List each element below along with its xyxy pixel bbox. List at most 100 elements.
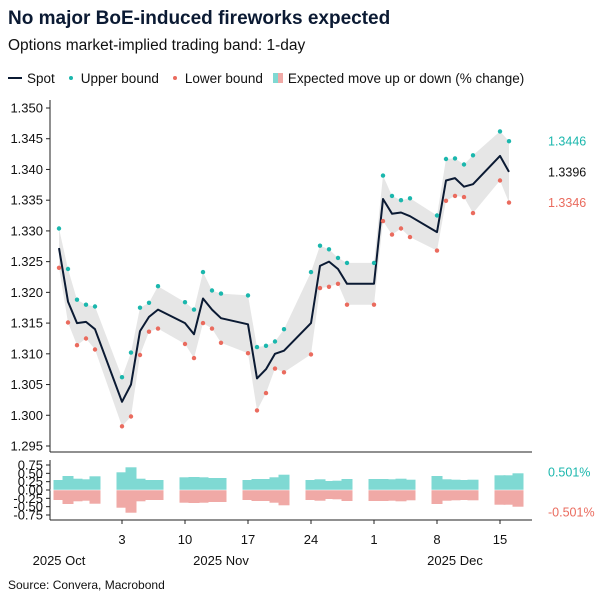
legend-item-upper: Upper bound [65, 71, 159, 86]
lower-bound-point [308, 352, 314, 357]
upper-bound-point [407, 196, 413, 201]
upper-bound-point [470, 153, 476, 158]
upper-bound-point [452, 156, 458, 161]
upper-bound-point [83, 302, 89, 307]
chart-source: Source: Convera, Macrobond [8, 578, 165, 592]
expected-move-down-bar [449, 490, 461, 501]
expected-move-down-bar [467, 490, 479, 501]
main-y-tick-label: 1.340 [10, 162, 43, 177]
legend-expected-up-box-icon [272, 73, 278, 83]
spot-series-line [58, 154, 510, 403]
expected-move-down-bar [323, 490, 335, 499]
expected-move-up-bar [332, 480, 344, 490]
expected-move-up-bar [440, 479, 452, 490]
legend: Spot Upper bound Lower bound Expected mo… [8, 68, 534, 88]
lower-bound-point [56, 265, 62, 270]
expected-move-up-bar [251, 479, 263, 490]
expected-move-down-bar [503, 490, 515, 505]
expected-move-up-bar [143, 480, 155, 490]
lower-end-label: 1.3346 [548, 196, 586, 210]
expected-move-up-bar [305, 480, 317, 490]
legend-spot-line-icon [8, 77, 22, 79]
expected-move-down-bar [314, 490, 326, 501]
expected-move-up-bar [512, 473, 524, 490]
main-y-tick-label: 1.335 [10, 193, 43, 208]
lower-bound-point [434, 248, 440, 253]
expected-move-up-bar [188, 477, 200, 490]
expected-move-up-bar [134, 478, 146, 490]
expected-move-down-bar [269, 490, 281, 503]
upper-bound-point [380, 173, 386, 178]
expected-move-down-bar [89, 490, 101, 504]
expected-move-down-bar [368, 490, 380, 501]
main-y-tick-label: 1.320 [10, 285, 43, 300]
expected-move-down-bar [152, 490, 164, 500]
main-y-tick-label: 1.325 [10, 254, 43, 269]
expected-move-down-bar [251, 490, 263, 501]
bar-y-tick-label: 0.25 [18, 474, 43, 489]
lower-bound-point [281, 370, 287, 375]
lower-bound-point [443, 198, 449, 203]
legend-label-lower: Lower bound [184, 70, 263, 86]
expected-move-up-bar [125, 467, 137, 490]
expected-move-up-bar [467, 479, 479, 490]
lower-bound-point [317, 285, 323, 291]
lower-bound-point [371, 302, 377, 307]
expected-move-down-bar [386, 490, 398, 501]
lower-bound-point [398, 226, 404, 231]
lower-bound-point [506, 200, 512, 205]
expected-move-up-bar [323, 481, 335, 490]
x-tick-label: 24 [304, 532, 318, 547]
expected-move-up-bar [431, 476, 443, 490]
upper-end-label: 1.3446 [548, 135, 586, 149]
legend-item-spot: Spot [8, 71, 55, 86]
expected-move-down-bar [71, 490, 83, 502]
expected-move-down-bar [179, 490, 191, 503]
lower-bound-point [407, 234, 413, 240]
upper-bound-point [398, 198, 404, 203]
upper-bound-point [254, 344, 260, 350]
lower-bound-point [254, 408, 260, 413]
expected-move-down-bar [116, 490, 128, 508]
lower-bound-point [182, 341, 188, 347]
lower-bound-point [218, 340, 224, 345]
expected-move-up-bar [278, 474, 290, 490]
lower-bound-point [470, 210, 476, 216]
upper-bound-point [128, 350, 134, 355]
upper-bound-point [326, 247, 332, 252]
upper-bound-point [191, 307, 197, 312]
upper-bound-point [497, 129, 503, 134]
expected-move-down-bar [440, 490, 452, 501]
expected-move-up-bar [341, 479, 353, 490]
expected-move-down-bar [134, 490, 146, 502]
lower-bound-point [65, 320, 71, 325]
expected-move-down-bar [62, 490, 74, 504]
lower-bound-point [344, 302, 350, 307]
lower-bound-point [497, 178, 503, 183]
upper-bound-point [272, 339, 278, 344]
bar-y-tick-label: 0.00 [18, 483, 43, 498]
bar-up-end-label: 0.501% [548, 465, 590, 479]
legend-label-expected: Expected move up or down (% change) [287, 70, 525, 86]
upper-bound-point [443, 156, 449, 162]
expected-move-up-bar [269, 477, 281, 490]
upper-bound-point [218, 291, 224, 296]
expected-move-up-bar [395, 478, 407, 490]
expected-move-up-bar [242, 480, 254, 490]
main-y-tick-label: 1.305 [10, 377, 43, 392]
lower-bound-point [155, 326, 161, 331]
lower-bound-point [245, 351, 251, 356]
bar-y-tick-label: 0.75 [18, 458, 43, 473]
x-tick-label: 10 [178, 532, 192, 547]
lower-bound-point [119, 424, 125, 429]
upper-bound-point [137, 305, 143, 310]
upper-bound-point [263, 343, 269, 348]
bar-down-end-label: -0.501% [548, 506, 595, 520]
upper-bound-point [74, 297, 80, 302]
x-month-label: 2025 Oct [33, 553, 86, 568]
bar-y-tick-label: -0.50 [13, 499, 43, 514]
lower-bound-point [326, 284, 332, 289]
lower-bound-point [380, 218, 386, 224]
lower-bound-point [335, 281, 341, 286]
